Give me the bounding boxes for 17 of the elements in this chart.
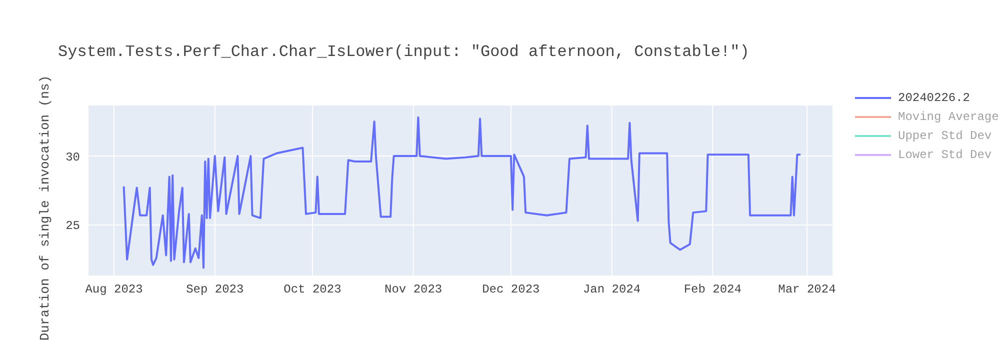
x-tick-label: Jan 2024 (582, 282, 641, 297)
y-tick-label: 25 (66, 219, 80, 234)
x-tick-label: Dec 2023 (482, 282, 540, 297)
x-tick-label: Aug 2023 (85, 282, 143, 297)
legend-label: 20240226.2 (898, 90, 970, 104)
x-tick-label: Mar 2024 (778, 282, 836, 297)
chart-title: System.Tests.Perf_Char.Char_IsLower(input: "Good afternoon, Constable!") (58, 43, 750, 61)
legend-label: Moving Average (898, 110, 999, 124)
x-tick-label: Oct 2023 (284, 282, 342, 297)
y-axis-title: Duration of single invocation (ns) (38, 75, 52, 341)
legend-label: Upper Std Dev (898, 128, 992, 142)
x-tick-label: Sep 2023 (186, 282, 244, 297)
legend-label: Lower Std Dev (898, 148, 992, 162)
x-tick-label: Feb 2024 (684, 282, 742, 297)
line-series (122, 116, 802, 269)
y-tick-label: 30 (66, 150, 80, 164)
x-tick-label: Nov 2023 (384, 282, 442, 297)
